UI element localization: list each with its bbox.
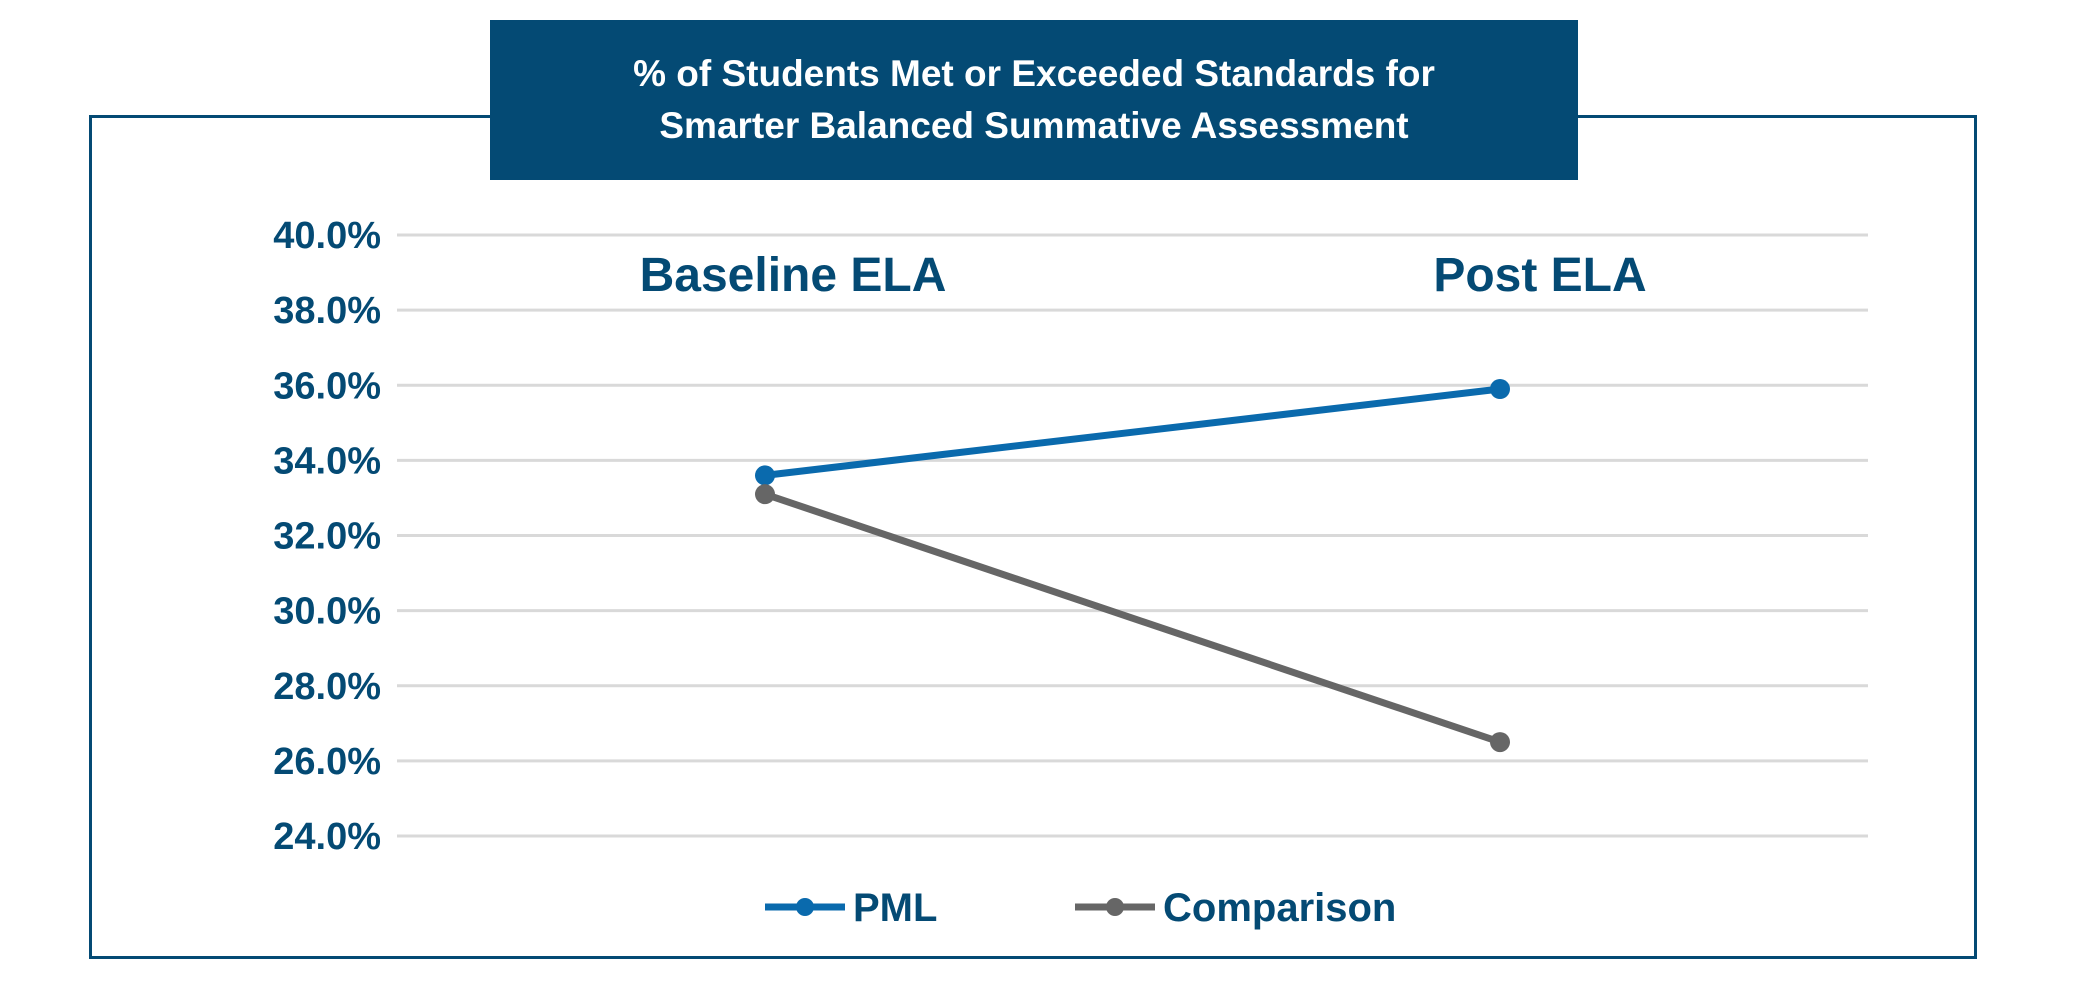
data-point-pml: [755, 465, 775, 486]
category-label: Baseline ELA: [640, 249, 947, 302]
y-tick-label: 28.0%: [273, 666, 381, 708]
y-tick-label: 24.0%: [273, 816, 381, 858]
legend-label-comparison: Comparison: [1163, 886, 1396, 930]
y-tick-label: 36.0%: [273, 365, 381, 407]
chart-title-line-1: % of Students Met or Exceeded Standards …: [633, 53, 1435, 94]
legend-marker-pml: [796, 898, 814, 916]
y-tick-label: 26.0%: [273, 741, 381, 783]
data-point-comparison: [755, 484, 775, 505]
data-point-pml: [1490, 379, 1510, 400]
legend-marker-comparison: [1106, 898, 1124, 916]
chart-title: % of Students Met or Exceeded Standards …: [490, 20, 1578, 180]
y-tick-label: 38.0%: [273, 290, 381, 332]
category-label: Post ELA: [1433, 249, 1646, 302]
chart-title-line-2: Smarter Balanced Summative Assessment: [659, 105, 1409, 146]
y-tick-label: 34.0%: [273, 440, 381, 482]
y-tick-label: 32.0%: [273, 516, 381, 558]
data-point-comparison: [1490, 732, 1510, 753]
series-line-comparison: [763, 490, 1502, 746]
y-tick-label: 40.0%: [273, 215, 381, 257]
y-tick-label: 30.0%: [273, 591, 381, 633]
series-line-pml: [764, 385, 1501, 479]
legend-label-pml: PML: [853, 886, 937, 930]
